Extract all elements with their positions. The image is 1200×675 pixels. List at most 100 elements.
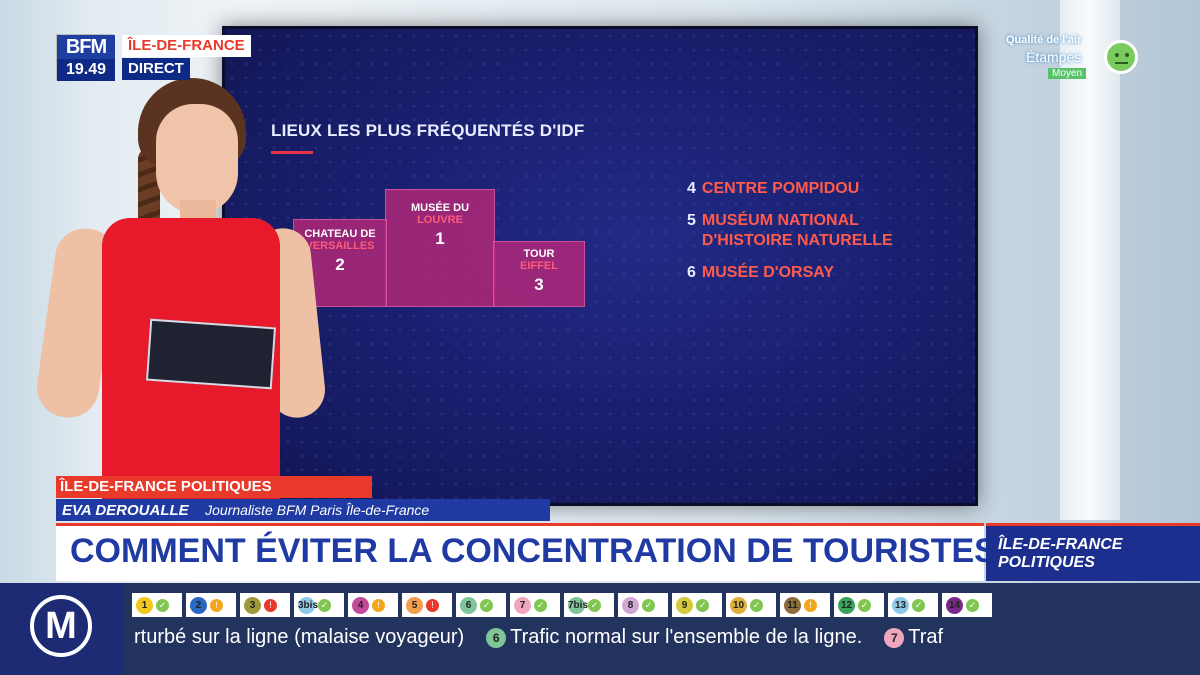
check-icon: ✓ [318, 598, 331, 612]
ranking-name: CENTRE POMPIDOU [701, 180, 860, 197]
ticker-message: 7 Traf [884, 624, 943, 650]
metro-line-number: 12 [838, 596, 855, 614]
metro-line-status-7bis: 7bis ✓ [564, 593, 614, 617]
warning-icon: ! [372, 598, 385, 612]
metro-line-number: 14 [946, 596, 963, 614]
ranking-item: 4 CENTRE POMPIDOU [687, 179, 893, 199]
metro-line-status-12: 12 ✓ [834, 593, 884, 617]
metro-line-status-4: 4! [348, 593, 398, 617]
ranking-number: 4 [687, 180, 696, 197]
ticker-message: 6 Trafic normal sur l'ensemble de la lign… [486, 624, 862, 650]
ranking-number: 6 [687, 264, 696, 281]
podium-rank: 3 [534, 275, 544, 294]
metro-line-number: 10 [730, 596, 747, 614]
podium-name: CHATEAU DE [304, 228, 376, 240]
show-side-text: ÎLE-DE-FRANCE POLITIQUES [998, 536, 1123, 571]
presenter-papers [145, 318, 277, 390]
metro-line-status-8: 8 ✓ [618, 593, 668, 617]
region-tag: ÎLE-DE-FRANCE [122, 35, 251, 57]
metro-line-number: 5 [406, 596, 423, 614]
podium-name: TOUR [523, 248, 555, 260]
studio-screen: LIEUX LES PLUS FRÉQUENTÉS D'IDF MUSÉE DU… [222, 26, 978, 506]
clock: 19.49 [57, 59, 115, 81]
ranking-list: 4 CENTRE POMPIDOU 5 MUSÉUM NATIONAL D'HI… [687, 179, 893, 295]
live-tag: DIRECT [122, 58, 190, 80]
podium-sub: VERSAILLES [305, 240, 375, 252]
podium-sub: EIFFEL [520, 260, 558, 272]
metro-line-status-1: 1 ✓ [132, 593, 182, 617]
metro-line-status-13: 13 ✓ [888, 593, 938, 617]
metro-line-number: 11 [784, 596, 801, 614]
bfm-logo: BFM [57, 35, 115, 59]
studio-pillar [1060, 0, 1120, 520]
podium-rank: 2 [335, 255, 345, 274]
metro-line-status-3: 3! [240, 593, 290, 617]
air-quality-level: Moyen [1048, 68, 1087, 79]
check-icon: ✓ [858, 598, 871, 612]
presenter [33, 78, 330, 508]
headline: COMMENT ÉVITER LA CONCENTRATION DE TOURI… [70, 532, 1028, 570]
metro-line-status-6: 6 ✓ [456, 593, 506, 617]
check-icon: ✓ [642, 598, 655, 612]
metro-logo: M [0, 583, 124, 675]
ticker-message-text: Trafic normal sur l'ensemble de la ligne… [510, 626, 863, 648]
ranking-item: 6 MUSÉE D'ORSAY [687, 263, 893, 283]
check-icon: ✓ [156, 598, 169, 612]
air-quality-title: Qualité de l'air [1006, 34, 1082, 46]
check-icon: ✓ [696, 598, 709, 612]
ticker-messages: rturbé sur la ligne (malaise voyageur) 6 T… [134, 624, 1200, 650]
ticker-message-text: rturbé sur la ligne (malaise voyageur) [134, 626, 465, 648]
warning-icon: ! [426, 598, 439, 612]
show-side-box: ÎLE-DE-FRANCE POLITIQUES [986, 523, 1200, 581]
ranking-name: MUSÉUM NATIONAL D'HISTOIRE NATURELLE [701, 212, 893, 249]
ranking-name: MUSÉE D'ORSAY [701, 264, 835, 281]
check-icon: ✓ [480, 598, 493, 612]
metro-line-status-11: 11! [780, 593, 830, 617]
ticker-message: rturbé sur la ligne (malaise voyageur) [134, 624, 464, 650]
metro-line-status-3bis: 3bis ✓ [294, 593, 344, 617]
warning-icon: ! [210, 598, 223, 612]
title-underline [271, 151, 313, 154]
journalist-role: Journaliste BFM Paris Île-de-France [205, 502, 430, 518]
air-quality-widget: Qualité de l'air Étampes Moyen [1006, 34, 1140, 82]
metro-line-number: 3bis [298, 596, 318, 614]
metro-line-status-2: 2! [186, 593, 236, 617]
check-icon: ✓ [966, 598, 979, 612]
metro-line-number: 3 [244, 596, 261, 614]
podium-third: TOUR EIFFEL 3 [493, 241, 585, 307]
headline-bar: COMMENT ÉVITER LA CONCENTRATION DE TOURI… [56, 523, 1027, 581]
check-icon: ✓ [912, 598, 925, 612]
metro-line-status-5: 5! [402, 593, 452, 617]
metro-lines-row: 1 ✓ 2! 3! 3bis ✓ 4! 5! 6 ✓ 7 ✓ 7bis ✓ 8 ✓ 9 ✓ 10 ✓ 11! 12 ✓ 13 ✓… [132, 593, 992, 617]
metro-line-number: 13 [892, 596, 909, 614]
presenter-face [156, 104, 238, 214]
metro-line-badge: 6 [486, 627, 507, 648]
ranking-item: 5 MUSÉUM NATIONAL D'HISTOIRE NATURELLE [687, 211, 893, 251]
air-quality-city: Étampes [1026, 49, 1082, 65]
ticker-message-text: Traf [908, 626, 944, 648]
metro-line-badge: 7 [884, 627, 905, 648]
check-icon: ✓ [534, 598, 547, 612]
metro-line-number: 2 [190, 596, 207, 614]
metro-line-number: 6 [460, 596, 477, 614]
screen-title: LIEUX LES PLUS FRÉQUENTÉS D'IDF [271, 121, 585, 140]
metro-line-status-7: 7 ✓ [510, 593, 560, 617]
journalist-name: EVA DEROUALLE [62, 502, 189, 519]
metro-line-number: 8 [622, 596, 639, 614]
check-icon: ✓ [750, 598, 763, 612]
metro-line-number: 9 [676, 596, 693, 614]
check-icon: ✓ [588, 598, 601, 612]
metro-line-number: 1 [136, 596, 153, 614]
podium-rank: 1 [435, 229, 445, 248]
ranking-number: 5 [687, 212, 696, 229]
podium-sub: LOUVRE [417, 214, 463, 226]
metro-line-number: 4 [352, 596, 369, 614]
warning-icon: ! [804, 598, 817, 612]
metro-icon: M [30, 595, 92, 657]
channel-logo: BFM 19.49 [56, 34, 115, 81]
warning-icon: ! [264, 598, 277, 612]
name-bar: EVA DEROUALLE Journaliste BFM Paris Île-… [56, 499, 550, 521]
show-tag: ÎLE-DE-FRANCE POLITIQUES [56, 476, 372, 498]
podium-name: MUSÉE DU [410, 202, 470, 214]
